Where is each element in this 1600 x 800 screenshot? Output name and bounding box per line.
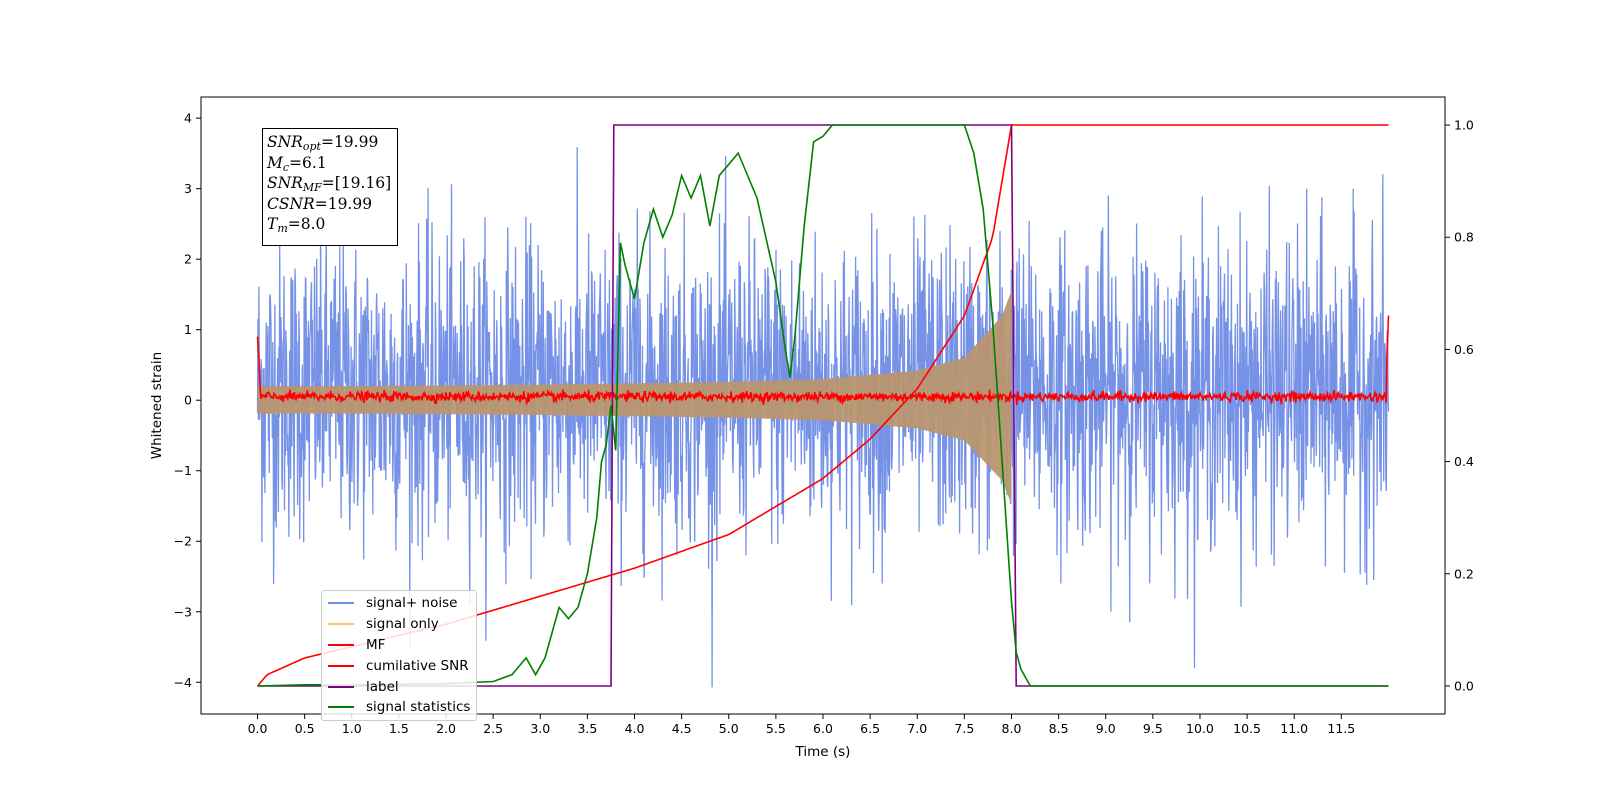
legend-swatch	[328, 706, 354, 709]
y-tick-label-left: −1	[174, 463, 192, 478]
x-tick-label: 3.0	[530, 721, 550, 736]
y-tick-label-right: 1.0	[1454, 118, 1474, 133]
x-tick-label: 9.5	[1143, 721, 1163, 736]
y-tick-label-left: −2	[174, 534, 192, 549]
y-tick-label-right: 0.0	[1454, 678, 1474, 693]
y-tick-label-left: 2	[184, 252, 192, 267]
x-tick-label: 10.0	[1186, 721, 1214, 736]
legend-item: MF	[328, 635, 476, 656]
x-tick-label: 3.5	[577, 721, 597, 736]
x-tick-label: 5.5	[766, 721, 786, 736]
legend-swatch	[328, 643, 354, 646]
legend-item: signal+ noise	[328, 593, 476, 614]
series-signal-statistics	[257, 124, 1389, 687]
y-tick-label-right: 0.4	[1454, 454, 1474, 469]
series-mf	[256, 315, 1390, 407]
y-tick-label-right: 0.8	[1454, 230, 1474, 245]
x-tick-label: 1.0	[342, 721, 362, 736]
x-tick-label: 4.5	[672, 721, 692, 736]
x-tick-label: 9.0	[1096, 721, 1116, 736]
annotation-snr-opt: SNRopt=19.99	[267, 133, 379, 153]
x-axis-label: Time (s)	[795, 744, 851, 760]
legend-swatch	[328, 602, 354, 605]
x-tick-label: 8.0	[1002, 721, 1022, 736]
y-tick-label-right: 0.2	[1454, 566, 1474, 581]
x-tick-label: 7.0	[907, 721, 927, 736]
x-tick-label: 4.0	[625, 721, 645, 736]
legend-label: signal+ noise	[366, 595, 458, 612]
x-tick-label: 2.5	[483, 721, 503, 736]
legend-item: signal statistics	[328, 697, 476, 718]
legend-label: label	[366, 678, 399, 695]
x-tick-label: 5.0	[719, 721, 739, 736]
annotation-mc: Mc=6.1	[267, 153, 327, 174]
x-tick-label: 11.0	[1280, 721, 1308, 736]
annotation-snr-mf: SNRMF=[19.16]	[267, 174, 392, 194]
y-tick-label-right: 0.6	[1454, 342, 1474, 357]
y-tick-label-left: 4	[184, 111, 192, 126]
x-tick-label: 1.5	[389, 721, 409, 736]
legend-swatch	[328, 623, 354, 626]
legend: signal+ noise signal only MF cumilative …	[321, 590, 477, 721]
legend-item: label	[328, 676, 476, 697]
legend-label: cumilative SNR	[366, 657, 469, 674]
legend-swatch	[328, 685, 354, 688]
y-tick-label-left: 0	[184, 393, 192, 408]
x-tick-label: 2.0	[436, 721, 456, 736]
annotation-tm: Tm=8.0	[267, 215, 326, 235]
x-tick-label: 6.5	[860, 721, 880, 736]
legend-label: signal only	[366, 616, 439, 633]
y-tick-label-left: 3	[184, 181, 192, 196]
legend-label: signal statistics	[366, 699, 471, 716]
x-tick-label: 8.5	[1049, 721, 1069, 736]
legend-item: cumilative SNR	[328, 655, 476, 676]
x-tick-label: 0.5	[295, 721, 315, 736]
legend-item: signal only	[328, 614, 476, 635]
legend-swatch	[328, 664, 354, 667]
x-tick-label: 7.5	[954, 721, 974, 736]
y-tick-label-left: −4	[174, 675, 192, 690]
legend-label: MF	[366, 636, 386, 653]
annotation-csnr: CSNR=19.99	[267, 194, 373, 213]
x-tick-label: 10.5	[1233, 721, 1261, 736]
annotation-box: SNRopt=19.99 Mc=6.1 SNRMF=[19.16] CSNR=1…	[262, 128, 398, 246]
x-tick-label: 11.5	[1327, 721, 1355, 736]
y-axis-label: Whitened strain	[149, 352, 165, 459]
y-tick-label-left: 1	[184, 322, 192, 337]
x-tick-label: 0.0	[248, 721, 268, 736]
x-tick-label: 6.0	[813, 721, 833, 736]
y-tick-label-left: −3	[174, 604, 192, 619]
